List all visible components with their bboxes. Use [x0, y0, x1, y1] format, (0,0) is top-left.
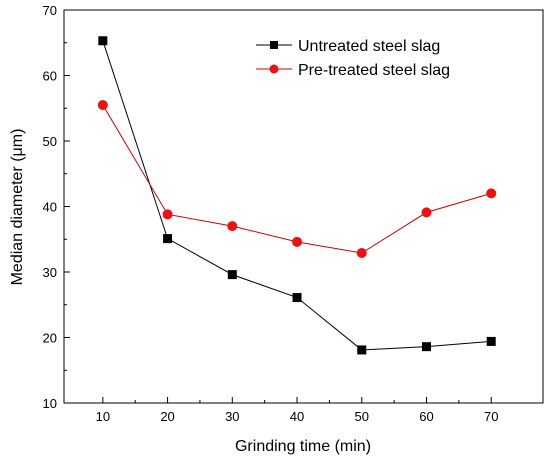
plot-area: 10 20 30 40 50 60 70 10 20 30 40 50 60 70 — [43, 3, 544, 424]
legend-marker-untreated — [270, 41, 278, 49]
data-point-circle — [486, 188, 497, 199]
x-tick-label: 40 — [290, 409, 304, 424]
data-point-circle — [421, 207, 432, 218]
data-point-circle — [292, 236, 303, 247]
y-tick-label: 70 — [43, 3, 57, 18]
legend-label-untreated: Untreated steel slag — [298, 38, 440, 55]
x-tick-label: 20 — [160, 409, 174, 424]
y-tick-label: 10 — [43, 396, 57, 411]
x-tick-label: 30 — [225, 409, 239, 424]
y-axis-title: Median diameter (μm) — [9, 129, 26, 286]
series-line-1 — [102, 104, 492, 254]
x-tick-label: 10 — [96, 409, 110, 424]
data-point-square — [227, 270, 237, 280]
y-tick-label: 40 — [43, 200, 57, 215]
series-line-0 — [102, 40, 492, 351]
x-tick-label: 60 — [419, 409, 433, 424]
x-tick-label: 50 — [355, 409, 369, 424]
data-point-circle — [356, 248, 367, 259]
data-point-square — [98, 36, 108, 46]
data-point-square — [292, 293, 302, 303]
data-point-square — [163, 234, 173, 244]
y-tick-label: 50 — [43, 134, 57, 149]
data-point-square — [421, 342, 431, 352]
y-tick-label: 60 — [43, 69, 57, 84]
y-tick-label: 20 — [43, 331, 57, 346]
data-point-circle — [97, 99, 108, 110]
legend: Untreated steel slag Pre-treated steel s… — [256, 38, 450, 79]
data-point-square — [486, 336, 496, 346]
data-point-circle — [227, 221, 238, 232]
legend-label-pretreated: Pre-treated steel slag — [298, 62, 450, 79]
x-axis-title: Grinding time (min) — [235, 438, 371, 455]
data-point-square — [357, 345, 367, 355]
y-tick-label: 30 — [43, 265, 57, 280]
legend-marker-pretreated — [269, 64, 279, 74]
x-tick-label: 70 — [484, 409, 498, 424]
data-point-circle — [162, 209, 173, 220]
